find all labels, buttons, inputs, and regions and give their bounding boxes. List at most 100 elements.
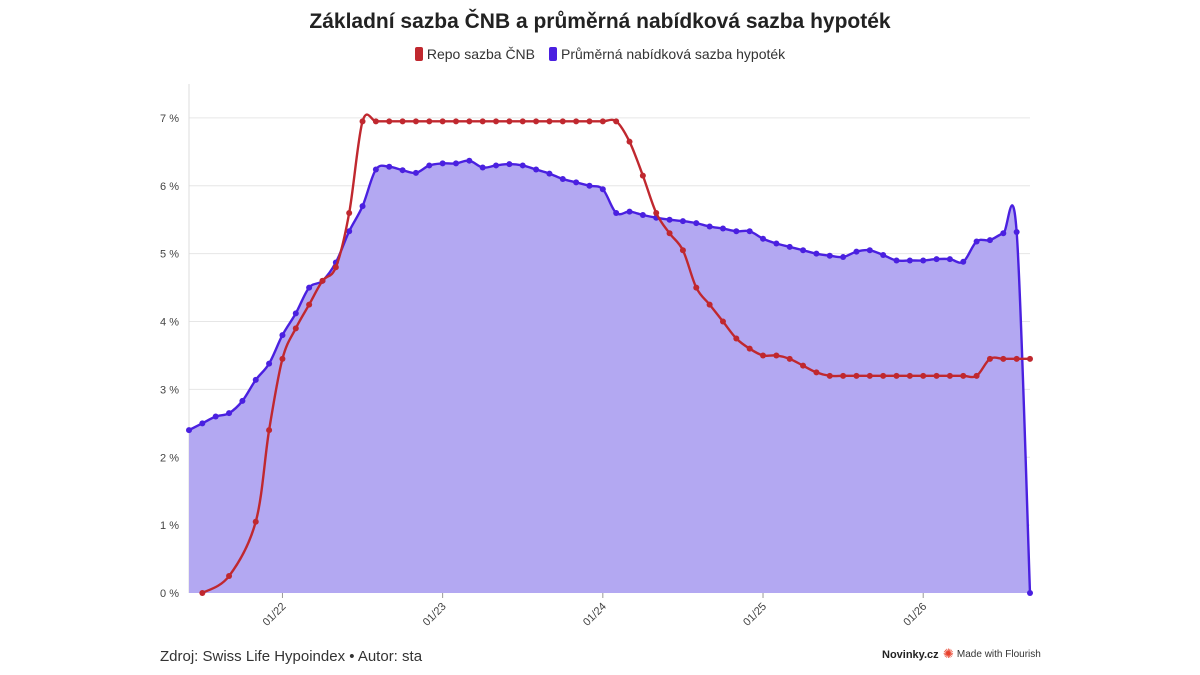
y-tick-label: 1 % [160, 520, 179, 532]
repo-rate-point [1013, 355, 1020, 362]
repo-rate-point [933, 372, 940, 379]
mortgage-rate-point [613, 209, 620, 216]
mortgage-rate-point [719, 225, 726, 232]
repo-rate-point [626, 138, 633, 145]
repo-rate-point [906, 372, 913, 379]
repo-rate-point [693, 284, 700, 291]
mortgage-rate-point [359, 203, 366, 210]
repo-rate-point [573, 118, 580, 125]
mortgage-rate-point [599, 186, 606, 193]
repo-rate-point [412, 118, 419, 125]
legend-item-repo[interactable]: Repo sazba ČNB [414, 46, 535, 62]
repo-rate-point [479, 118, 486, 125]
repo-rate-point [866, 372, 873, 379]
mortgage-rate-point [946, 256, 953, 263]
repo-rate-point [960, 372, 967, 379]
mortgage-rate-point [412, 169, 419, 176]
mortgage-rate-point [479, 164, 486, 171]
repo-rate-point [679, 247, 686, 254]
repo-rate-point [319, 277, 326, 284]
mortgage-rate-point [826, 252, 833, 259]
flourish-logo-icon: ✺ [943, 646, 954, 661]
mortgage-rate-point [1013, 228, 1020, 235]
repo-rate-point [653, 209, 660, 216]
repo-rate-point [359, 118, 366, 125]
x-tick-label: 01/23 [421, 601, 449, 629]
repo-rate-point [746, 345, 753, 352]
mortgage-rate-point [933, 256, 940, 263]
mortgage-rate-point [866, 247, 873, 254]
mortgage-rate-point [679, 218, 686, 225]
repo-rate-point [639, 172, 646, 179]
repo-rate-point [332, 264, 339, 271]
mortgage-rate-point [439, 160, 446, 167]
repo-rate-point [519, 118, 526, 125]
mortgage-rate-point [239, 397, 246, 404]
y-tick-label: 5 % [160, 249, 179, 261]
brand-logo[interactable]: Novinky.cz [882, 649, 939, 661]
mortgage-rate-point [800, 247, 807, 254]
chart-title: Základní sazba ČNB a průměrná nabídková … [309, 10, 891, 33]
source-note: Zdroj: Swiss Life Hypoindex • Autor: sta [160, 648, 423, 665]
repo-rate-point [226, 573, 233, 580]
repo-rate-point [719, 318, 726, 325]
repo-rate-point [853, 372, 860, 379]
mortgage-rate-point [546, 170, 553, 177]
mortgage-rate-point [880, 252, 887, 259]
y-tick-label: 2 % [160, 452, 179, 464]
mortgage-rate-point [386, 163, 393, 170]
mortgage-rate-point [666, 216, 673, 223]
repo-rate-point [466, 118, 473, 125]
mortgage-rate-point [306, 284, 313, 291]
mortgage-rate-point [506, 161, 513, 168]
mortgage-rate-point [372, 166, 379, 173]
legend-label: Průměrná nabídková sazba hypoték [561, 46, 786, 62]
repo-rate-point [559, 118, 566, 125]
mortgage-rate-point [920, 257, 927, 264]
legend-swatch [549, 47, 558, 61]
repo-rate-point [372, 118, 379, 125]
repo-rate-point [586, 118, 593, 125]
repo-rate-point [800, 362, 807, 369]
mortgage-rate-point [519, 162, 526, 169]
mortgage-rate-point [746, 228, 753, 235]
mortgage-rate-point [559, 176, 566, 183]
repo-rate-point [386, 118, 393, 125]
mortgage-rate-point [986, 237, 993, 244]
mortgage-rate-point [346, 228, 353, 235]
mortgage-rate-point [399, 167, 406, 174]
repo-rate-point [946, 372, 953, 379]
mortgage-rate-point [626, 208, 633, 215]
repo-rate-point [439, 118, 446, 125]
repo-rate-point [546, 118, 553, 125]
repo-rate-point [786, 355, 793, 362]
x-tick-label: 01/24 [581, 601, 609, 629]
repo-rate-point [973, 372, 980, 379]
made-with-flourish-label: Made with Flourish [956, 648, 1041, 660]
made-with-flourish-link[interactable]: ✺ Made with Flourish [943, 646, 1041, 661]
repo-rate-point [773, 352, 780, 359]
x-tick-label: 01/26 [901, 601, 929, 629]
repo-rate-point [199, 590, 206, 596]
repo-rate-point [840, 372, 847, 379]
repo-rate-point [986, 355, 993, 362]
mortgage-rate-point [693, 220, 700, 227]
mortgage-rate-point [973, 238, 980, 245]
repo-rate-point [599, 118, 606, 125]
x-tick-label: 01/25 [741, 601, 769, 629]
mortgage-rate-point [573, 179, 580, 186]
repo-rate-point [252, 518, 259, 525]
repo-rate-point [826, 372, 833, 379]
mortgage-rate-point [212, 413, 219, 420]
repo-rate-point [760, 352, 767, 359]
y-tick-label: 4 % [160, 317, 179, 329]
y-tick-label: 3 % [160, 384, 179, 396]
repo-rate-point [279, 355, 286, 362]
mortgage-rate-point [426, 162, 433, 169]
repo-rate-point [399, 118, 406, 125]
repo-rate-point [613, 118, 620, 125]
repo-rate-point [1027, 355, 1033, 362]
legend-item-mortgage[interactable]: Průměrná nabídková sazba hypoték [549, 46, 785, 62]
mortgage-rate-point [586, 182, 593, 189]
mortgage-rate-point [493, 162, 500, 169]
